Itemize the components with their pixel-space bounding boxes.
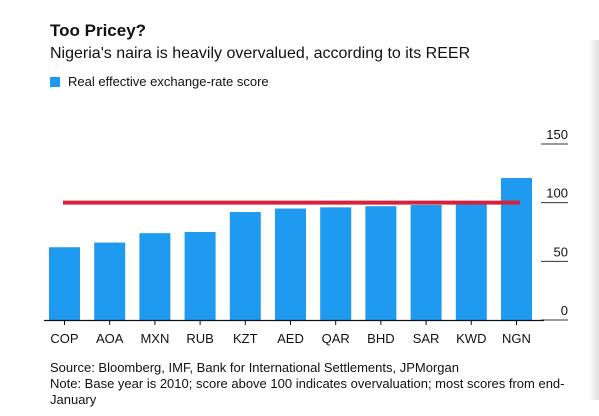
legend-swatch [50,76,60,87]
x-tick-label-aoa: AOA [96,331,124,346]
y-tick-label-0: 0 [561,303,568,318]
note-text: Note: Base year is 2010; score above 100… [50,376,565,407]
bar-qar [320,207,352,320]
chart-subtitle: Nigeria's naira is heavily overvalued, a… [50,45,471,62]
bar-kzt [229,212,261,320]
y-tick-label-100: 100 [546,186,568,201]
chart-title: Too Pricey? [50,21,147,40]
bar-rub [184,232,216,320]
bar-aed [275,208,306,320]
x-tick-label-cop: COP [50,331,78,346]
bar-ngn [501,178,532,320]
bar-sar [410,205,442,320]
x-tick-label-sar: SAR [413,331,440,346]
y-tick-label-150: 150 [546,127,568,142]
source-note: Source: Bloomberg, IMF, Bank for Interna… [50,360,580,408]
chart-legend: Real effective exchange-rate score [50,74,269,89]
x-tick-label-ngn: NGN [502,331,531,346]
source-text: Source: Bloomberg, IMF, Bank for Interna… [50,360,459,375]
page-edge-shadow [589,40,599,400]
bar-mxn [139,233,171,320]
bar-kwd [455,202,487,320]
x-tick-label-mxn: MXN [140,331,169,346]
bar-cop [49,247,80,320]
legend-label: Real effective exchange-rate score [68,74,269,89]
y-tick-label-50: 50 [554,244,568,259]
x-tick-label-aed: AED [277,331,304,346]
x-tick-label-qar: QAR [322,331,350,346]
x-tick-label-rub: RUB [186,331,213,346]
x-tick-label-kwd: KWD [456,331,486,346]
bar-aoa [94,242,126,320]
x-tick-label-bhd: BHD [367,331,394,346]
bar-chart: 0 50 100 150 COP AOA MXN RUB KZT AED QAR BHD SAR KWD N… [44,127,568,346]
x-tick-label-kzt: KZT [233,331,258,346]
bar-bhd [365,206,397,320]
